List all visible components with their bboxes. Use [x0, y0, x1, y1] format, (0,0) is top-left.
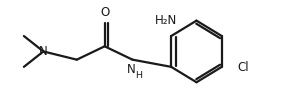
- Text: N: N: [127, 63, 135, 76]
- Text: H₂N: H₂N: [155, 14, 177, 27]
- Text: H: H: [135, 71, 142, 80]
- Text: Cl: Cl: [237, 61, 249, 74]
- Text: O: O: [100, 6, 109, 19]
- Text: N: N: [39, 45, 48, 58]
